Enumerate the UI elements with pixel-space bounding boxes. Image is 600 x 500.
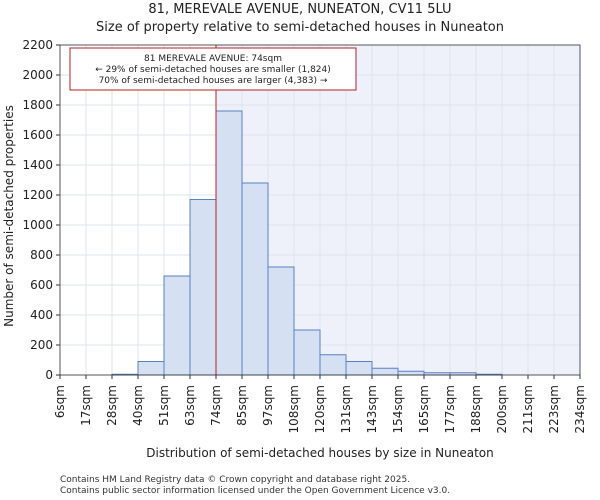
chart-title: 81, MEREVALE AVENUE, NUNEATON, CV11 5LU [148,2,451,17]
x-tick-label: 154sqm [391,385,405,433]
x-tick-label: 108sqm [287,385,301,433]
bar [267,266,295,376]
x-tick-label: 165sqm [417,385,431,433]
y-tick-label: 400 [30,308,53,322]
x-tick-label: 51sqm [157,385,171,426]
bar [189,199,217,376]
annotation-line-2: ← 29% of semi-detached houses are smalle… [95,65,331,75]
bar [137,361,165,376]
y-tick-label: 1400 [22,158,53,172]
bar [241,182,269,376]
annotation-box: 81 MEREVALE AVENUE: 74sqm ← 29% of semi-… [69,47,357,91]
bar [293,329,321,376]
x-tick-label: 6sqm [53,385,67,418]
grid [59,44,581,376]
x-tick-label: 85sqm [235,385,249,426]
x-tick-label: 177sqm [443,385,457,433]
y-axis: 0 200 400 600 800 1000 1200 1400 1600 1800 2000 220… [22,38,60,382]
x-tick-label: 234sqm [573,385,587,433]
x-tick-label: 120sqm [313,385,327,433]
y-tick-label: 1800 [22,98,53,112]
annotation-line-3: 70% of semi-detached houses are larger (… [99,76,328,86]
x-tick-label: 131sqm [339,385,353,433]
y-tick-label: 2200 [22,38,53,52]
y-tick-label: 0 [45,368,53,382]
x-tick-label: 97sqm [261,385,275,426]
footer-line-2: Contains public sector information licen… [60,486,450,496]
x-tick-label: 143sqm [365,385,379,433]
bar [319,354,347,376]
bar [345,361,373,376]
y-tick-label: 1600 [22,128,53,142]
bar [163,275,191,376]
y-tick-label: 1000 [22,218,53,232]
x-tick-label: 74sqm [209,385,223,426]
footer-line-1: Contains HM Land Registry data © Crown c… [60,475,410,485]
x-axis-label: Distribution of semi-detached houses by … [146,446,493,460]
bars [111,110,503,376]
bar [397,370,425,376]
bar [371,367,399,376]
x-tick-label: 63sqm [183,385,197,426]
x-tick-label: 200sqm [495,385,509,433]
x-tick-label: 188sqm [469,385,483,433]
y-tick-label: 1200 [22,188,53,202]
y-tick-label: 200 [30,338,53,352]
x-tick-label: 211sqm [521,385,535,433]
x-tick-label: 17sqm [79,385,93,426]
y-axis-label: Number of semi-detached properties [2,105,16,327]
y-tick-label: 800 [30,248,53,262]
bar [215,110,243,376]
x-tick-label: 223sqm [547,385,561,433]
chart-subtitle: Size of property relative to semi-detach… [96,20,504,35]
x-tick-label: 40sqm [131,385,145,426]
y-tick-label: 600 [30,278,53,292]
x-axis: 6sqm 17sqm 28sqm 40sqm 51sqm 63sqm 74sqm 85sqm 9… [53,375,587,433]
annotation-frame [69,47,357,91]
x-tick-label: 28sqm [105,385,119,426]
annotation-line-1: 81 MEREVALE AVENUE: 74sqm [144,54,282,64]
y-tick-label: 2000 [22,68,53,82]
